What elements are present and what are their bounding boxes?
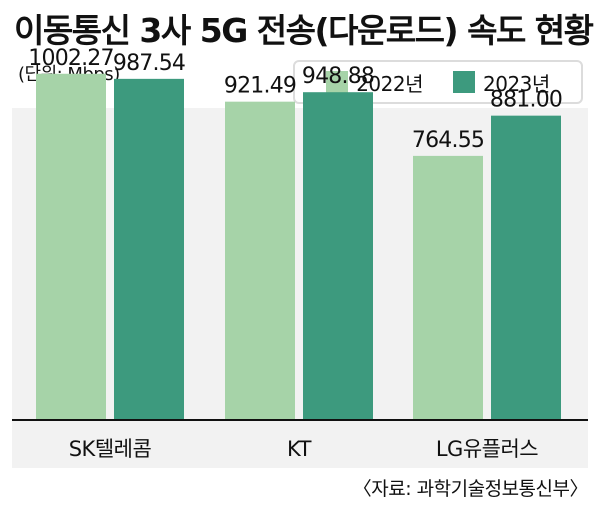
category-label-0: SK텔레콤	[69, 437, 152, 461]
category-label-2: LG유플러스	[436, 437, 538, 461]
value-label-2022-0: 1002.27	[28, 46, 113, 71]
value-label-2023-1: 948.88	[302, 64, 374, 89]
source-note: 〈자료: 과학기술정보통신부〉	[352, 478, 589, 500]
bar-2023-2	[491, 115, 561, 421]
value-label-2023-0: 987.54	[113, 51, 185, 76]
bar-2023-1	[303, 92, 373, 421]
legend-swatch-2023	[453, 71, 475, 93]
legend-item-2022: 2022년	[326, 68, 423, 97]
bar-2022-0	[36, 73, 106, 420]
category-label-1: KT	[287, 437, 312, 461]
bar-2023-0	[114, 78, 184, 420]
legend-item-2023: 2023년	[453, 68, 550, 97]
legend-swatch-2022	[326, 71, 349, 93]
legend-label-2023: 2023년	[483, 71, 550, 96]
bar-2022-2	[413, 155, 483, 420]
chart-title: 이동통신 3사 5G 전송(다운로드) 속도 현황	[14, 11, 594, 50]
value-label-2022-2: 764.55	[412, 128, 484, 153]
legend-label-2022: 2022년	[356, 71, 423, 96]
bar-2022-1	[225, 101, 295, 421]
value-label-2022-1: 921.49	[224, 74, 296, 99]
value-label-2023-2: 881.00	[490, 88, 562, 113]
